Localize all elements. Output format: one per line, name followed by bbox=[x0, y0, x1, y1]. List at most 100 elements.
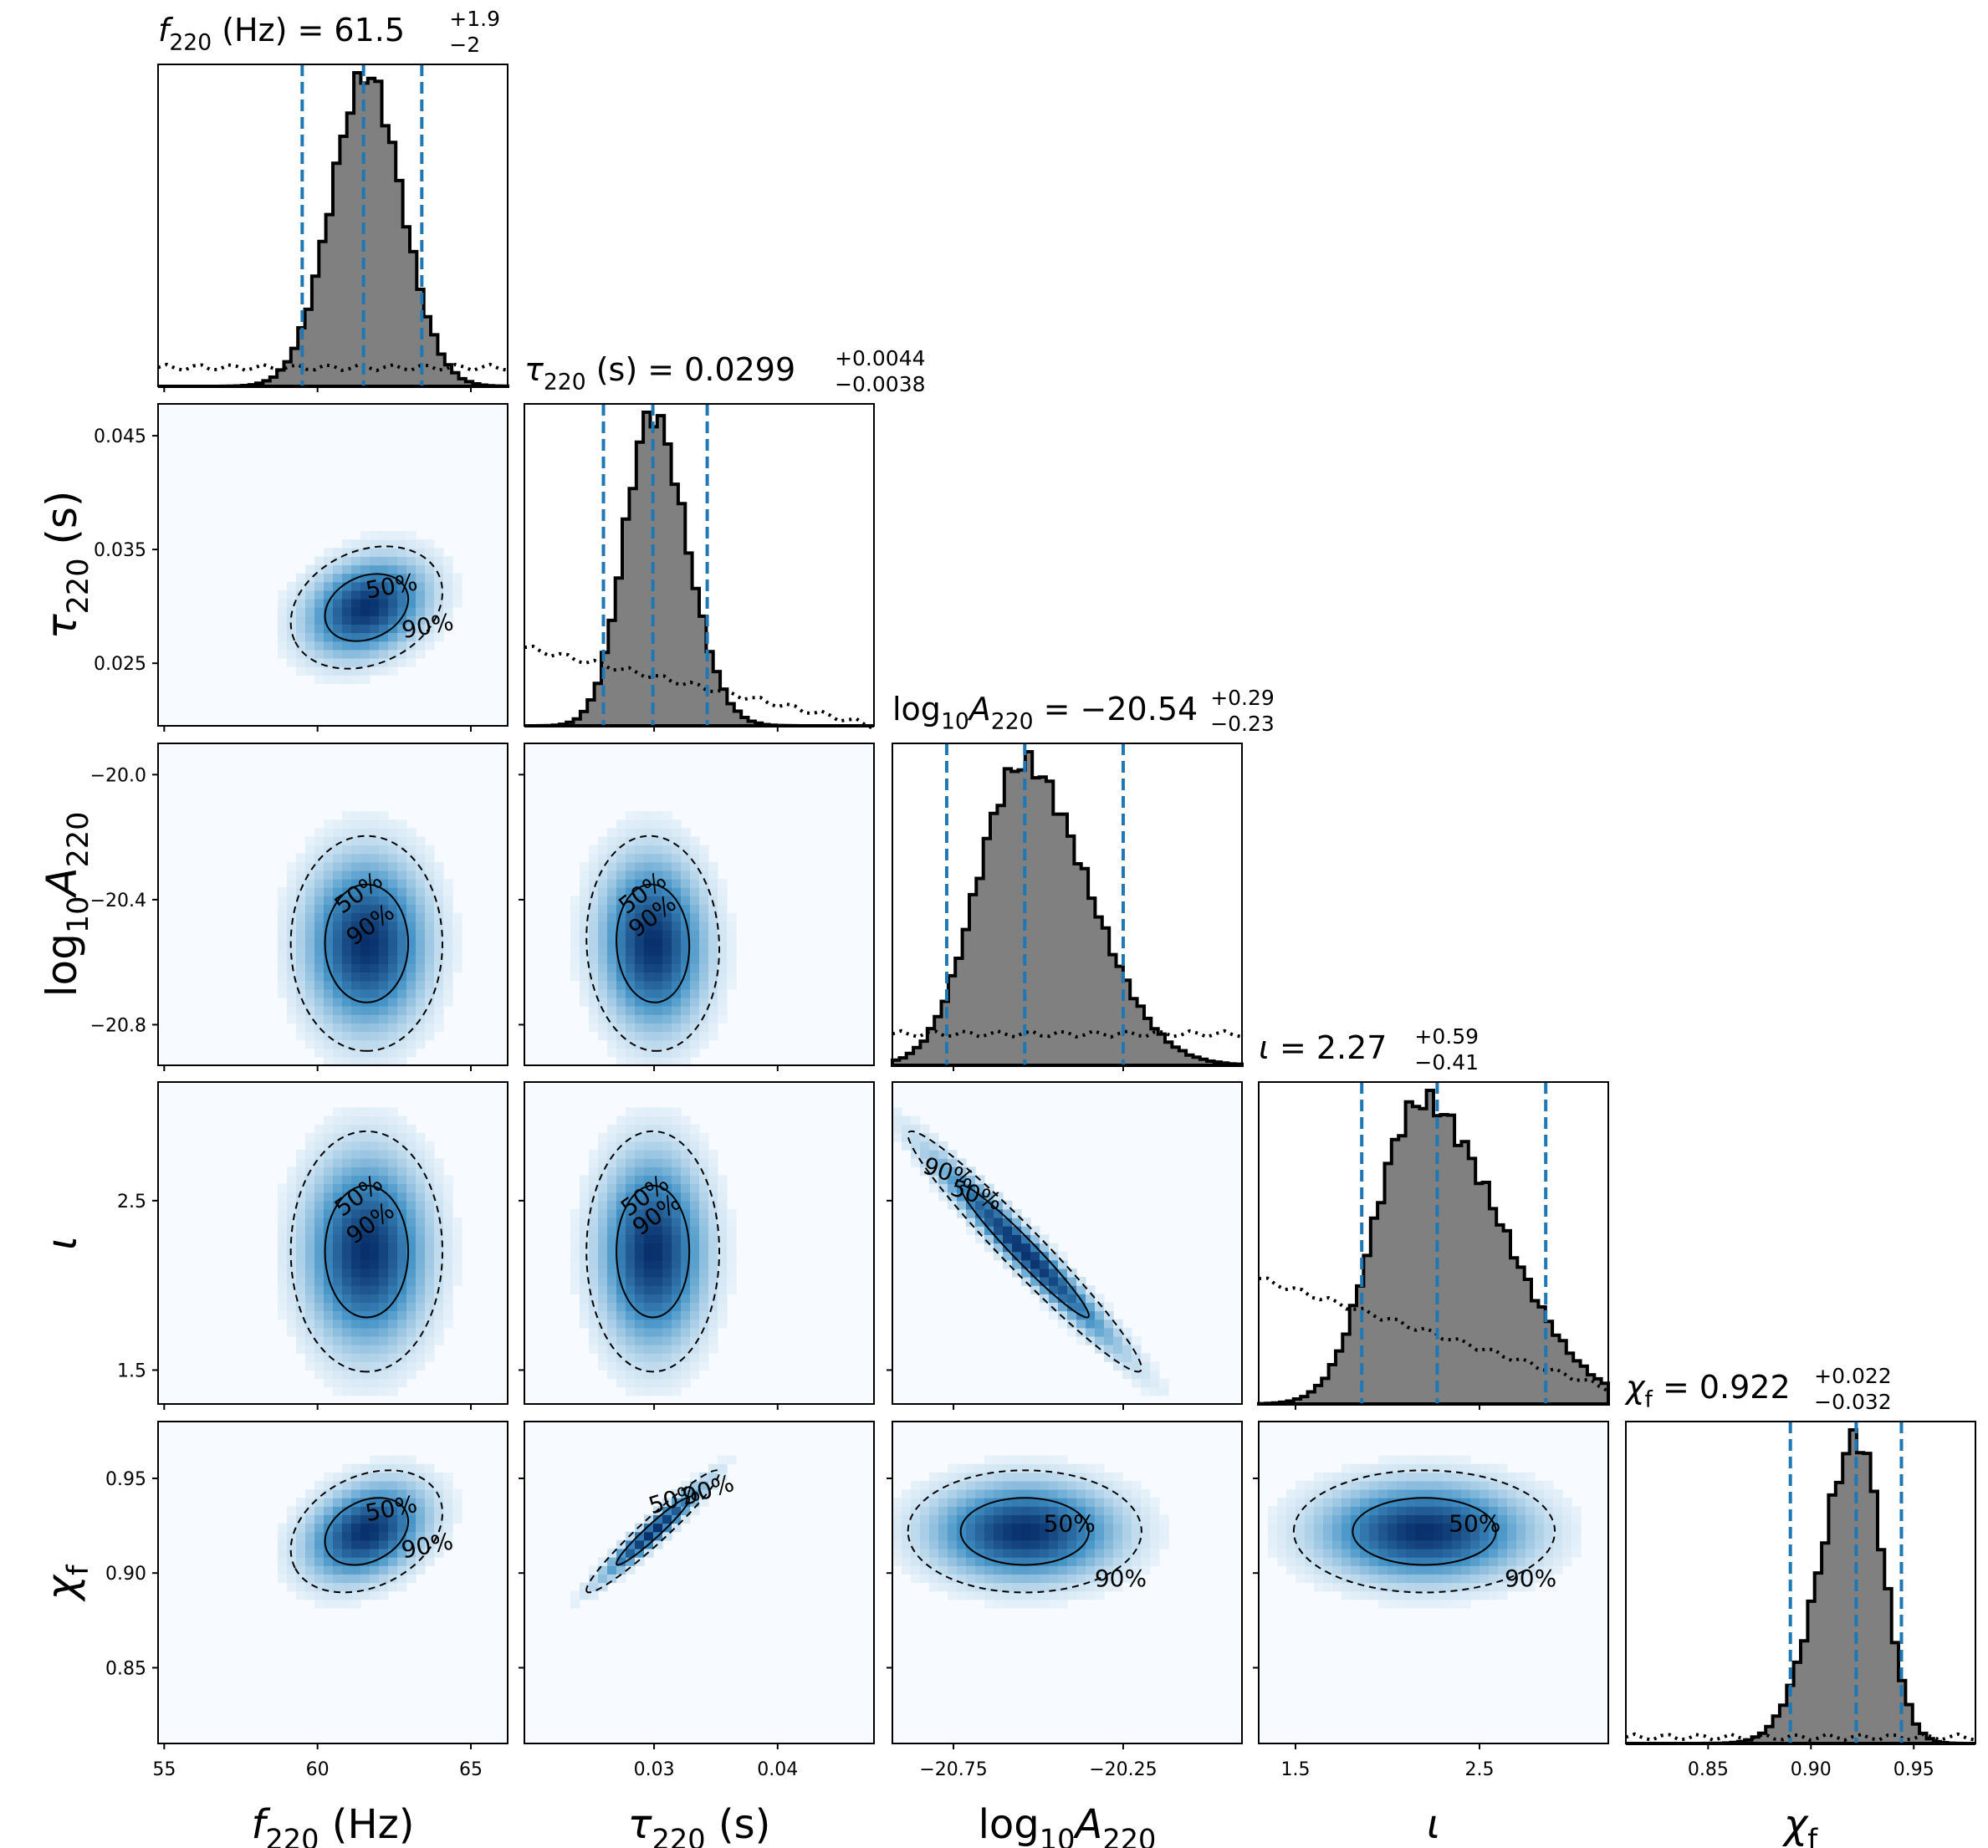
density-cell bbox=[690, 1183, 700, 1193]
density-cell bbox=[1535, 1549, 1545, 1558]
density-cell bbox=[388, 1132, 398, 1142]
density-cell bbox=[902, 1565, 912, 1575]
density-cell bbox=[1544, 1523, 1554, 1533]
density-cell bbox=[1452, 1463, 1462, 1473]
density-cell bbox=[1332, 1506, 1342, 1515]
density-cell bbox=[1021, 1582, 1031, 1592]
density-cell bbox=[626, 1268, 636, 1278]
density-cell bbox=[351, 1234, 361, 1244]
density-cell bbox=[1562, 1498, 1572, 1507]
density-cell bbox=[305, 666, 315, 676]
density-cell bbox=[607, 955, 617, 964]
density-cell bbox=[1323, 1539, 1333, 1549]
density-cell bbox=[324, 904, 334, 914]
density-cell bbox=[1480, 1489, 1490, 1498]
density-cell bbox=[662, 1226, 672, 1235]
density-cell bbox=[370, 1277, 380, 1286]
density-cell bbox=[360, 1132, 371, 1142]
density-cell bbox=[966, 1531, 976, 1541]
x-tick-label: 0.95 bbox=[1893, 1759, 1934, 1780]
density-cell bbox=[1305, 1549, 1315, 1558]
density-cell bbox=[1296, 1557, 1306, 1566]
density-cell bbox=[948, 1523, 958, 1533]
density-cell bbox=[416, 955, 426, 964]
density-cell bbox=[425, 1226, 435, 1235]
density-cell bbox=[1141, 1549, 1151, 1558]
density-cell bbox=[397, 963, 407, 973]
density-cell bbox=[690, 1226, 700, 1235]
density-cell bbox=[333, 1472, 343, 1482]
density-cell bbox=[397, 1200, 407, 1210]
density-cell bbox=[351, 828, 361, 837]
density-cell bbox=[902, 1489, 912, 1498]
density-cell bbox=[416, 963, 426, 973]
density-cell bbox=[1141, 1523, 1151, 1533]
density-cell bbox=[662, 879, 672, 888]
density-cell bbox=[1104, 1327, 1114, 1337]
density-cell bbox=[626, 1319, 636, 1329]
density-cell bbox=[911, 1539, 921, 1549]
density-cell bbox=[342, 811, 352, 820]
density-cell bbox=[379, 1319, 389, 1329]
density-cell bbox=[305, 1498, 315, 1507]
x-tick-label: 1.5 bbox=[1281, 1759, 1311, 1780]
density-cell bbox=[379, 1209, 389, 1218]
density-cell bbox=[1159, 1378, 1169, 1388]
density-cell bbox=[287, 912, 297, 922]
density-cell bbox=[589, 997, 599, 1007]
density-cell bbox=[1378, 1514, 1388, 1524]
density-cell bbox=[1415, 1498, 1425, 1507]
density-cell bbox=[920, 1158, 930, 1167]
density-cell bbox=[1012, 1514, 1022, 1524]
density-cell bbox=[1122, 1345, 1132, 1354]
density-cell bbox=[1369, 1498, 1379, 1507]
density-cell bbox=[351, 1226, 361, 1235]
density-cell bbox=[1132, 1498, 1142, 1507]
density-cell bbox=[1030, 1531, 1040, 1541]
density-cell bbox=[379, 870, 389, 880]
density-cell bbox=[1012, 1557, 1022, 1566]
density-cell bbox=[1516, 1539, 1526, 1549]
density-cell bbox=[1388, 1599, 1398, 1609]
density-cell bbox=[708, 912, 718, 922]
density-cell bbox=[370, 1480, 380, 1490]
density-cell bbox=[434, 896, 444, 906]
density-cell bbox=[644, 1056, 654, 1065]
density-cell bbox=[443, 556, 453, 566]
density-cell bbox=[1443, 1463, 1453, 1473]
density-cell bbox=[388, 1319, 398, 1329]
density-cell bbox=[397, 1192, 407, 1202]
density-cell bbox=[305, 947, 315, 956]
density-cell bbox=[305, 624, 315, 634]
density-cell bbox=[278, 929, 288, 939]
density-cell bbox=[416, 1183, 426, 1193]
density-cell bbox=[635, 1209, 645, 1218]
density-cell bbox=[653, 1132, 663, 1142]
density-cell bbox=[681, 1319, 691, 1329]
density-cell bbox=[1040, 1472, 1050, 1482]
density-cell bbox=[1461, 1549, 1471, 1558]
density-cell bbox=[452, 955, 463, 964]
density-cell bbox=[388, 556, 398, 566]
density-cell bbox=[333, 1234, 343, 1244]
density-cell bbox=[425, 1531, 435, 1541]
density-cell bbox=[360, 564, 371, 574]
density-cell bbox=[681, 947, 691, 956]
density-cell bbox=[1378, 1463, 1388, 1473]
density-cell bbox=[1397, 1590, 1407, 1600]
density-cell bbox=[406, 1048, 417, 1058]
density-cell bbox=[333, 1226, 343, 1235]
density-cell bbox=[690, 1014, 700, 1024]
density-cell bbox=[296, 1031, 306, 1041]
density-cell bbox=[626, 921, 636, 931]
density-cell bbox=[662, 1234, 672, 1244]
density-cell bbox=[984, 1599, 994, 1609]
density-cell bbox=[416, 1006, 426, 1015]
density-cell bbox=[1452, 1590, 1462, 1600]
density-cell bbox=[1314, 1514, 1324, 1524]
density-cell bbox=[1351, 1480, 1361, 1490]
density-cell bbox=[314, 1599, 325, 1609]
density-cell bbox=[388, 1014, 398, 1024]
density-cell bbox=[616, 921, 626, 931]
density-cell bbox=[296, 997, 306, 1007]
